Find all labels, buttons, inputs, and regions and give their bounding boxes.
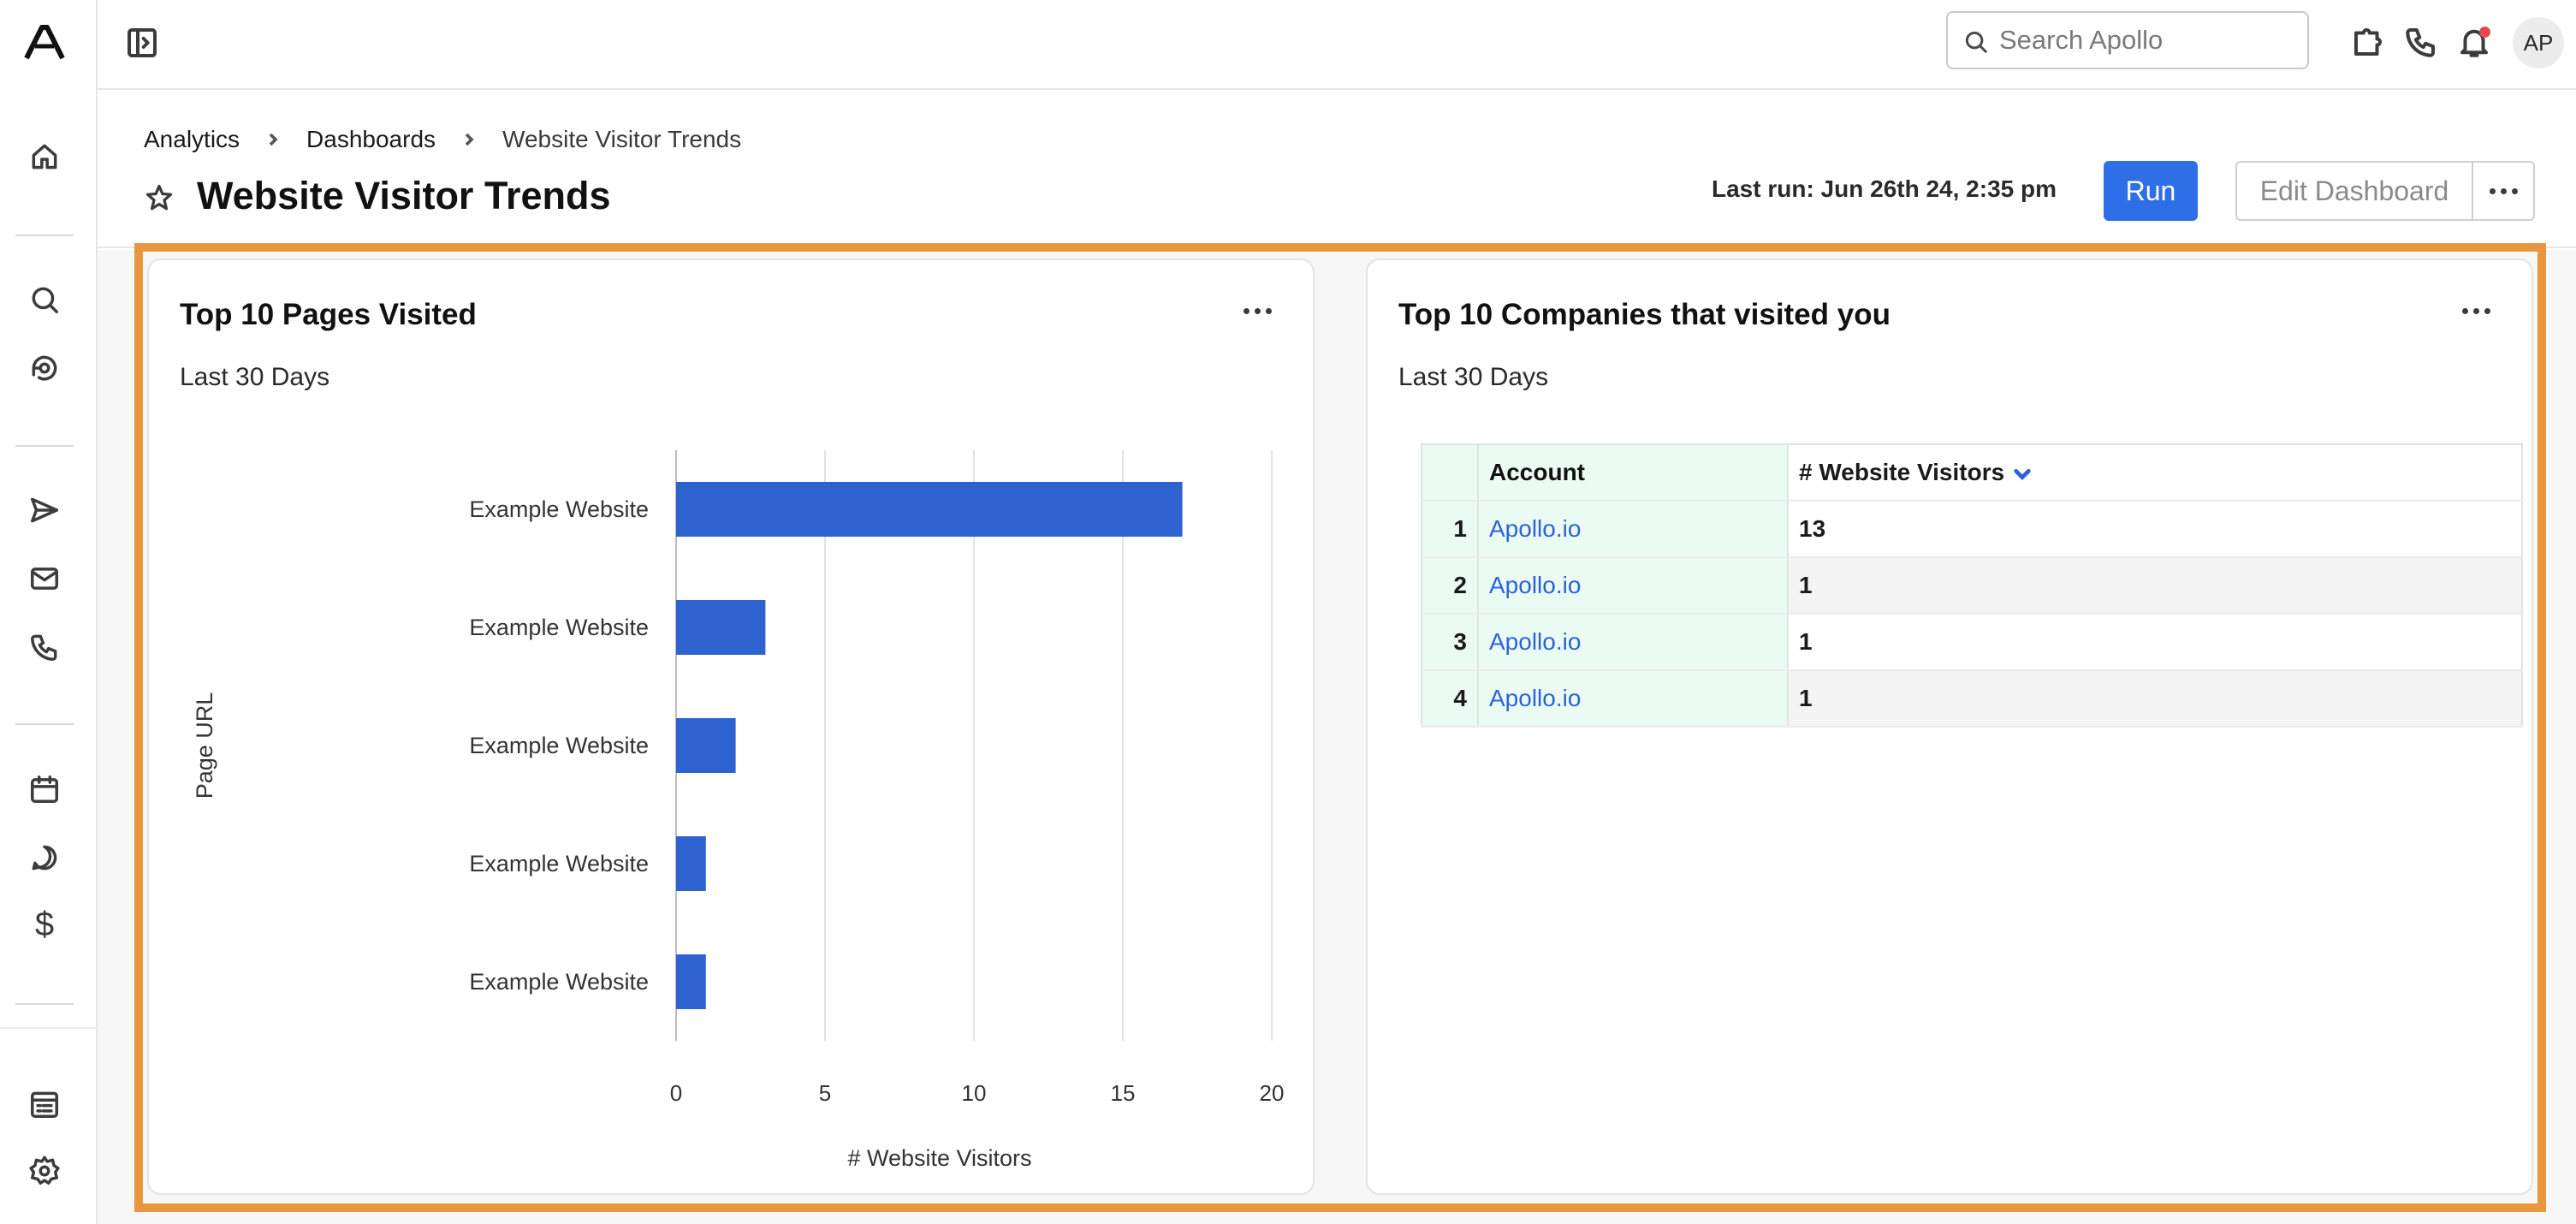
mail-icon[interactable] (27, 561, 62, 596)
table-row: 1 Apollo.io 13 (1422, 501, 2522, 558)
page-title: Website Visitor Trends (197, 174, 611, 217)
account-link[interactable]: Apollo.io (1489, 515, 1582, 542)
table-row: 2 Apollo.io 1 (1422, 557, 2522, 615)
home-icon[interactable] (27, 140, 62, 174)
x-axis-title: # Website Visitors (847, 1145, 1031, 1171)
bar (676, 718, 736, 773)
visitors-cell: 13 (1788, 501, 2522, 558)
table-header-row: Account # Website Visitors (1422, 444, 2522, 502)
search-icon (1965, 31, 1987, 53)
card-subtitle: Last 30 Days (180, 363, 330, 391)
row-number: 2 (1422, 557, 1479, 615)
breadcrumb-dashboards[interactable]: Dashboards (306, 126, 436, 152)
rail-divider (15, 1003, 74, 1005)
rail-divider (15, 723, 74, 725)
y-category-label: Example Website (469, 496, 649, 522)
page-visits-bar-chart: 0 5 10 15 20 Example Website Example Website Ex… (192, 450, 1285, 1171)
account-link[interactable]: Apollo.io (1489, 628, 1582, 655)
row-number: 4 (1422, 670, 1479, 728)
extension-puzzle-icon[interactable] (2350, 24, 2386, 60)
top-bar: AP (98, 0, 2576, 90)
settings-icon[interactable] (27, 1154, 62, 1188)
table-row: 4 Apollo.io 1 (1422, 670, 2522, 728)
more-horizontal-icon (1243, 308, 1272, 314)
account-cell: Apollo.io (1478, 557, 1789, 615)
x-tick-label: 15 (1111, 1080, 1136, 1106)
calendar-icon[interactable] (27, 772, 62, 806)
search-box[interactable] (1946, 11, 2309, 69)
visitors-column-header[interactable]: # Website Visitors (1788, 444, 2522, 502)
account-link[interactable]: Apollo.io (1489, 572, 1582, 598)
left-nav-rail: $ (0, 0, 98, 1224)
sort-chevron-down-icon[interactable] (2013, 465, 2032, 484)
breadcrumb: Analytics Dashboards Website Visitor Tre… (144, 126, 741, 153)
visitors-header-label: # Website Visitors (1799, 459, 2005, 485)
breadcrumb-current: Website Visitor Trends (502, 126, 742, 152)
search-input[interactable] (1999, 21, 2299, 59)
x-tick-label: 20 (1260, 1080, 1285, 1106)
visitors-cell: 1 (1788, 614, 2522, 671)
dollar-icon[interactable]: $ (34, 906, 55, 943)
chevron-right-icon (465, 133, 474, 146)
top-companies-card: Top 10 Companies that visited you Last 3… (1366, 258, 2533, 1195)
breadcrumb-analytics[interactable]: Analytics (144, 126, 240, 152)
more-horizontal-icon (2489, 187, 2518, 194)
chevron-right-icon (269, 133, 278, 146)
run-button[interactable]: Run (2104, 161, 2198, 221)
x-tick-label: 0 (670, 1080, 682, 1106)
x-tick-label: 5 (819, 1080, 831, 1106)
top-pages-card: Top 10 Pages Visited Last 30 Days 0 5 10 15… (147, 258, 1315, 1195)
y-axis-title: Page URL (192, 692, 217, 799)
row-number-header (1422, 444, 1479, 502)
card-title: Top 10 Pages Visited (180, 298, 477, 331)
phone-icon[interactable] (27, 630, 62, 664)
send-icon[interactable] (27, 493, 62, 527)
phone-icon[interactable] (2403, 24, 2439, 60)
last-run-timestamp: Last run: Jun 26th 24, 2:35 pm (1712, 175, 2057, 202)
visitors-cell: 1 (1788, 670, 2522, 728)
visitors-cell: 1 (1788, 557, 2522, 615)
user-avatar[interactable]: AP (2513, 17, 2564, 68)
account-cell: Apollo.io (1478, 501, 1789, 558)
search-icon[interactable] (27, 282, 62, 317)
account-link[interactable]: Apollo.io (1489, 685, 1582, 711)
y-category-label: Example Website (469, 733, 649, 758)
rail-divider (0, 1027, 98, 1029)
more-options-button[interactable] (2473, 163, 2533, 219)
notification-badge (2479, 27, 2490, 38)
card-more-button[interactable] (2462, 308, 2490, 314)
favorite-star-icon[interactable] (144, 182, 175, 213)
account-cell: Apollo.io (1478, 614, 1789, 671)
account-column-header[interactable]: Account (1478, 444, 1789, 502)
apollo-logo[interactable] (23, 24, 66, 62)
y-category-label: Example Website (469, 851, 649, 876)
edit-dashboard-button[interactable]: Edit Dashboard (2237, 163, 2473, 219)
bar (676, 954, 706, 1009)
rail-divider (15, 235, 74, 236)
more-horizontal-icon (2462, 308, 2490, 314)
row-number: 1 (1422, 501, 1479, 558)
x-tick-label: 10 (962, 1080, 987, 1106)
card-subtitle: Last 30 Days (1398, 363, 1549, 391)
bar (676, 482, 1183, 537)
row-number: 3 (1422, 614, 1479, 671)
companies-table: Account # Website Visitors 1 Apollo.io 1… (1421, 443, 2523, 728)
sidebar-toggle-icon[interactable] (125, 26, 159, 60)
card-title: Top 10 Companies that visited you (1398, 298, 1891, 331)
bar (676, 600, 766, 655)
refresh-search-icon[interactable] (27, 351, 62, 385)
page-header: Analytics Dashboards Website Visitor Tre… (98, 92, 2576, 248)
bar (676, 836, 706, 891)
tasks-icon[interactable] (27, 1087, 62, 1121)
edit-dashboard-group: Edit Dashboard (2235, 161, 2535, 221)
table-row: 3 Apollo.io 1 (1422, 614, 2522, 671)
y-category-label: Example Website (469, 969, 649, 995)
y-category-label: Example Website (469, 615, 649, 640)
chat-icon[interactable] (27, 841, 62, 875)
notifications-bell-icon[interactable] (2456, 24, 2492, 60)
card-more-button[interactable] (1243, 308, 1272, 314)
rail-divider (15, 445, 74, 447)
account-cell: Apollo.io (1478, 670, 1789, 728)
